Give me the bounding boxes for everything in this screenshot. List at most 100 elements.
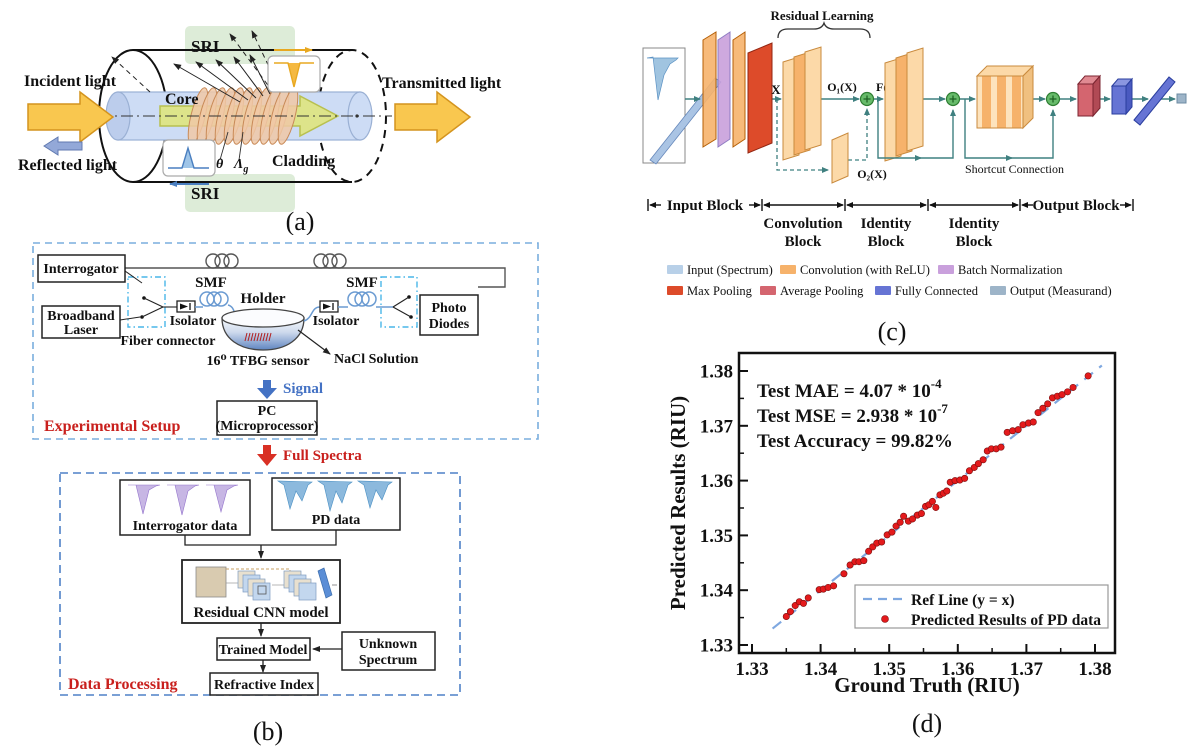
shortcut-connection-label: Shortcut Connection (965, 162, 1064, 176)
block-axis (647, 199, 1134, 211)
points-sample-dot (881, 615, 889, 623)
pc-label-1: PC (258, 404, 277, 419)
add-node-3 (1045, 91, 1061, 107)
panel-b-letter: (b) (253, 717, 283, 746)
identity-block-1-label-2: Block (868, 234, 905, 250)
svg-text:1.38: 1.38 (700, 362, 733, 383)
interrogator-box (37, 254, 126, 283)
broadband-laser-box (41, 305, 121, 339)
transmitted-light-label: Transmitted light (382, 75, 502, 92)
legend-label-convolution: Convolution (with ReLU) (800, 263, 930, 277)
tfbg-sensor-label: 16⁰ TFBG sensor (206, 354, 309, 369)
identity-block-1-label-1: Identity (861, 216, 912, 232)
panel-d-letter: (d) (912, 709, 942, 738)
grating-period-label: Λg (233, 157, 248, 175)
photo-diodes-label-2: Diodes (429, 317, 470, 332)
photo-diodes-box (419, 294, 479, 336)
interrogator-label: Interrogator (43, 262, 118, 277)
broadband-laser-label-2: Laser (64, 323, 98, 338)
plot-border (737, 351, 1117, 655)
transmitted-light-arrow (394, 90, 472, 144)
incident-light-arrow (27, 90, 115, 144)
isolator-right-label: Isolator (313, 314, 360, 329)
o2-label: O₂(X) (857, 167, 887, 181)
output-layer-bar (1133, 76, 1176, 126)
pc-box (216, 400, 318, 436)
holder-dish (221, 308, 305, 351)
residual-learning-brace (777, 20, 871, 39)
average-pooling-box (1076, 74, 1102, 118)
panel-c: Residual Learning X O₁(X) (642, 8, 1187, 346)
legend-label-output: Output (Measurand) (1010, 284, 1112, 298)
ref-line-label: Ref Line (y = x) (911, 592, 1015, 609)
legend-swatch-convolution (780, 265, 796, 274)
pd-data-box: PD data (271, 477, 401, 531)
full-spectra-label: Full Spectra (283, 448, 362, 464)
interrogator-data-box: Interrogator data (119, 479, 251, 536)
max-pooling-layer (747, 42, 773, 154)
unknown-spectrum-label-1: Unknown (359, 637, 418, 652)
x-axis-title: Ground Truth (RIU) (834, 673, 1020, 697)
data-processing-title: Data Processing (68, 676, 177, 693)
incident-light-label: Incident light (24, 73, 117, 90)
broadband-laser-label-1: Broadband (47, 309, 115, 324)
svg-text:1.36: 1.36 (700, 471, 733, 492)
holder-label: Holder (241, 291, 286, 307)
plot-legend-box (854, 584, 1109, 629)
svg-text:1.34: 1.34 (700, 581, 734, 602)
svg-text:1.35: 1.35 (700, 526, 733, 547)
reflected-light-arrow (43, 136, 83, 156)
smf-coil-right (338, 291, 393, 308)
conv-shortcut-path (776, 99, 870, 173)
legend-swatch-fc (875, 286, 891, 295)
conv-layer-2 (732, 31, 746, 148)
unknown-spectrum-label-2: Spectrum (359, 653, 418, 668)
y-axis-title: Predicted Results (RIU) (666, 396, 690, 610)
conv-layer-1 (702, 31, 717, 148)
svg-text:1.35: 1.35 (873, 659, 906, 680)
points-label: Predicted Results of PD data (911, 612, 1101, 629)
full-spectra-arrow (257, 445, 277, 466)
fiber-connector-label: Fiber connector (121, 334, 216, 349)
cladding-label: Cladding (272, 153, 335, 170)
svg-text:1.37: 1.37 (700, 416, 734, 437)
svg-text:1.34: 1.34 (804, 659, 838, 680)
refractive-index-label: Refractive Index (214, 678, 314, 693)
fiber-connector-right (380, 276, 418, 328)
nacl-pointer (297, 329, 331, 355)
o1-label: O₁(X) (827, 80, 857, 94)
residual-cnn-label: Residual CNN model (193, 605, 328, 621)
smf-left-label: SMF (195, 275, 227, 291)
svg-text:1.36: 1.36 (941, 659, 974, 680)
fiber-coil-top-left (205, 253, 239, 269)
batch-norm-layer (717, 31, 731, 148)
input-block-label: Input Block (667, 198, 744, 214)
add-node-2 (945, 91, 961, 107)
legend-label-input: Input (Spectrum) (687, 263, 773, 277)
identity-block-2-label-1: Identity (949, 216, 1000, 232)
fiber-connector-left (119, 270, 177, 328)
pd-data-label: PD data (312, 513, 361, 528)
svg-text:1.33: 1.33 (700, 636, 733, 657)
refractive-index-box (209, 672, 319, 696)
legend-swatch-avgpool (760, 286, 776, 295)
signal-arrow (257, 380, 277, 399)
legend-swatch-input (667, 265, 683, 274)
output-measurand-cube (1176, 93, 1187, 104)
pd-spectra (276, 480, 393, 513)
photo-diodes-label-1: Photo (432, 301, 467, 316)
legend-label-maxpool: Max Pooling (687, 284, 753, 298)
annotation-mae: Test MAE = 4.07 * 10-4 (757, 376, 942, 402)
sri-box-top (185, 26, 295, 64)
svg-text:1.33: 1.33 (735, 659, 768, 680)
annotation-mse: Test MSE = 2.938 * 10-7 (757, 401, 948, 427)
identity-shortcut-paths (877, 99, 1056, 161)
input-spectrum-curve (646, 56, 679, 101)
add-node-1 (859, 91, 875, 107)
legend-label-avgpool: Average Pooling (780, 284, 864, 298)
x-label: X (771, 82, 781, 97)
residual-cnn-box: Residual CNN model (181, 559, 341, 624)
signal-label: Signal (283, 381, 323, 397)
annotation-accuracy: Test Accuracy = 99.82% (757, 431, 953, 452)
